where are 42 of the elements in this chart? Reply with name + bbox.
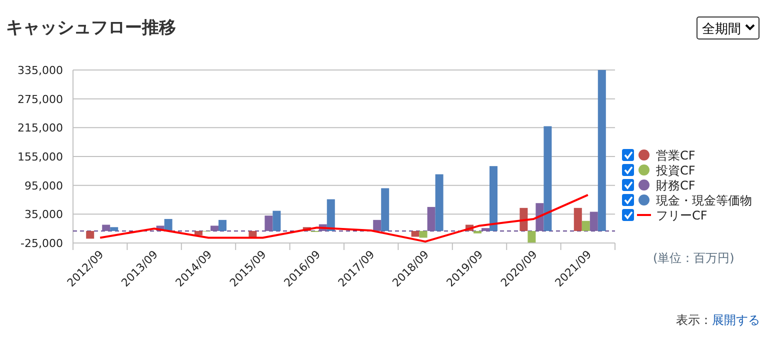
legend-label: 投資CF (655, 164, 696, 178)
y-tick-label: 335,000 (18, 64, 63, 77)
bar (427, 206, 436, 231)
y-tick-label: 215,000 (18, 122, 63, 135)
bar (110, 227, 118, 231)
bar (490, 166, 498, 231)
dropdown: 全期間 (696, 16, 760, 40)
legend-label: 現金・現金等価物 (656, 194, 752, 208)
bar (373, 220, 382, 231)
bar (598, 70, 606, 231)
legend-label: 営業CF (656, 148, 696, 162)
bar (435, 174, 444, 231)
bar (536, 203, 544, 231)
bar (210, 226, 218, 231)
bar (590, 212, 598, 231)
y-tick-label: 275,000 (18, 92, 63, 106)
bar (218, 220, 226, 231)
text: (単位：百万円) (653, 251, 734, 265)
bar (326, 199, 335, 231)
bar (544, 126, 552, 231)
y-tick-label: 155,000 (18, 150, 63, 164)
bar (574, 208, 582, 231)
y-tick-label: 95,000 (24, 179, 63, 192)
bar (419, 230, 428, 238)
bar (86, 230, 94, 239)
bar (474, 230, 482, 234)
bar (528, 230, 536, 243)
y-tick-label: -25,000 (20, 237, 63, 250)
bar (411, 230, 420, 237)
bar (520, 208, 528, 231)
bar (582, 220, 590, 231)
legend-label: 財務CF (656, 178, 696, 192)
legend-label: フリーCF (656, 208, 708, 222)
bar (381, 188, 390, 231)
bar (164, 218, 172, 231)
bar (272, 210, 281, 231)
bar (264, 216, 273, 231)
bar (102, 224, 110, 231)
y-tick-label: 35,000 (24, 208, 63, 222)
bar (482, 228, 490, 231)
title: キャッシュフロー推移 (6, 18, 176, 38)
text: 表示：展開する (676, 313, 760, 327)
